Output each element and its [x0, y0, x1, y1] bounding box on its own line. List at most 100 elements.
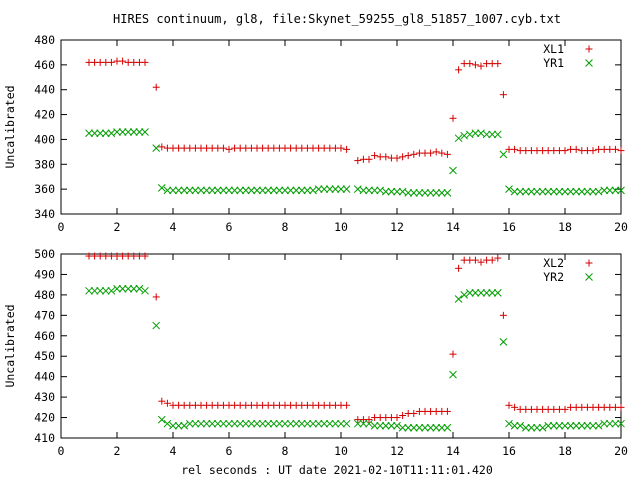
x-tick-label-bottom: 10: [334, 444, 348, 458]
data-point-yr2: [118, 284, 127, 293]
data-point-yr1: [577, 187, 586, 196]
y-tick-label-bottom: 420: [34, 411, 55, 425]
data-point-yr1: [426, 189, 435, 197]
data-point-xl1: [572, 145, 580, 153]
data-point-xl1: [225, 145, 233, 153]
data-point-yr1: [359, 186, 368, 195]
data-point-yr1: [269, 186, 278, 195]
data-point-yr2: [101, 286, 110, 295]
data-point-yr1: [191, 186, 200, 195]
data-point-yr2: [169, 421, 177, 430]
data-point-yr1: [281, 186, 289, 195]
x-tick-label-bottom: 14: [446, 444, 460, 458]
y-tick-label-top: 360: [34, 182, 55, 196]
data-point-yr2: [617, 419, 625, 428]
data-point-yr2: [113, 284, 121, 293]
data-point-xl2: [511, 403, 519, 411]
data-point-yr1: [197, 186, 205, 195]
data-point-yr2: [533, 423, 541, 432]
y-tick-label-bottom: 480: [34, 288, 55, 302]
data-point-xl1: [382, 153, 390, 161]
data-point-yr1: [432, 189, 441, 197]
data-point-xl2: [494, 254, 502, 262]
data-point-yr1: [437, 189, 446, 197]
data-point-xl1: [561, 147, 569, 155]
data-point-xl1: [399, 153, 407, 161]
y-tick-label-top: 420: [34, 108, 55, 122]
data-point-yr1: [566, 187, 575, 196]
data-point-yr1: [135, 128, 144, 136]
data-point-yr2: [85, 286, 93, 295]
x-tick-label-bottom: 0: [58, 444, 65, 458]
data-point-xl2: [499, 311, 507, 319]
legend-label-xl2: XL2: [543, 256, 564, 270]
data-point-yr1: [505, 185, 513, 193]
x-tick-label-top: 2: [114, 220, 121, 234]
data-point-yr2: [600, 419, 609, 428]
y-tick-label-top: 460: [34, 58, 55, 72]
data-point-xl2: [505, 401, 513, 409]
data-point-xl1: [119, 57, 127, 65]
data-point-yr2: [409, 423, 418, 432]
data-point-yr2: [325, 419, 334, 428]
data-point-yr2: [191, 419, 200, 428]
data-point-xl1: [477, 62, 485, 70]
data-point-yr2: [477, 288, 485, 297]
data-point-yr2: [129, 284, 138, 293]
data-point-yr2: [527, 423, 536, 432]
plot-panel-top: 0 2 4 6 8 10 12 14 16 18 20 340 360 380 400 420 440 460 48…: [34, 33, 628, 234]
data-point-yr2: [432, 423, 441, 432]
data-point-yr1: [611, 186, 620, 195]
data-point-yr2: [236, 419, 245, 428]
data-point-yr2: [297, 419, 306, 428]
data-point-xl1: [107, 58, 115, 66]
data-point-yr2: [544, 421, 553, 430]
y-tick-label-bottom: 410: [34, 431, 55, 445]
data-point-yr1: [393, 187, 401, 196]
data-point-yr2: [197, 419, 205, 428]
data-point-yr1: [443, 189, 452, 197]
data-point-yr2: [404, 423, 413, 432]
x-tick-label-bottom: 18: [558, 444, 572, 458]
data-point-yr1: [337, 185, 345, 193]
data-point-yr1: [124, 128, 133, 136]
data-point-xl2: [488, 256, 496, 264]
data-point-xl2: [158, 397, 166, 405]
x-tick-label-top: 6: [226, 220, 233, 234]
data-point-yr2: [331, 419, 340, 428]
data-point-yr1: [101, 129, 110, 138]
data-point-yr1: [533, 187, 541, 196]
data-point-yr1: [381, 187, 390, 196]
x-axis-label: rel seconds : UT date 2021-02-10T11:11:0…: [181, 463, 493, 477]
data-point-xl2: [410, 409, 418, 417]
x-tick-label-bottom: 16: [502, 444, 516, 458]
x-tick-label-top: 4: [170, 220, 177, 234]
data-point-xl2: [449, 350, 457, 358]
data-point-xl2: [443, 407, 451, 415]
data-point-yr2: [269, 419, 278, 428]
data-point-yr1: [421, 189, 429, 197]
data-point-yr2: [219, 419, 228, 428]
data-point-yr2: [594, 421, 603, 430]
data-point-yr1: [219, 186, 228, 195]
data-point-yr2: [561, 421, 569, 430]
data-point-yr2: [286, 419, 295, 428]
data-point-yr1: [90, 129, 99, 138]
data-point-yr2: [320, 419, 329, 428]
data-point-yr1: [169, 186, 177, 195]
data-point-yr2: [353, 419, 362, 428]
data-point-yr2: [387, 421, 396, 430]
data-point-yr2: [281, 419, 289, 428]
data-point-yr1: [174, 186, 183, 195]
data-point-yr1: [516, 187, 525, 196]
data-point-xl2: [455, 264, 463, 272]
data-point-yr2: [90, 286, 99, 295]
data-point-yr2: [365, 419, 373, 428]
data-point-yr2: [213, 419, 222, 428]
data-point-yr2: [230, 419, 239, 428]
y-tick-label-top: 380: [34, 157, 55, 171]
x-tick-label-bottom: 4: [170, 444, 177, 458]
data-point-yr1: [605, 186, 614, 195]
data-point-yr1: [527, 187, 536, 196]
